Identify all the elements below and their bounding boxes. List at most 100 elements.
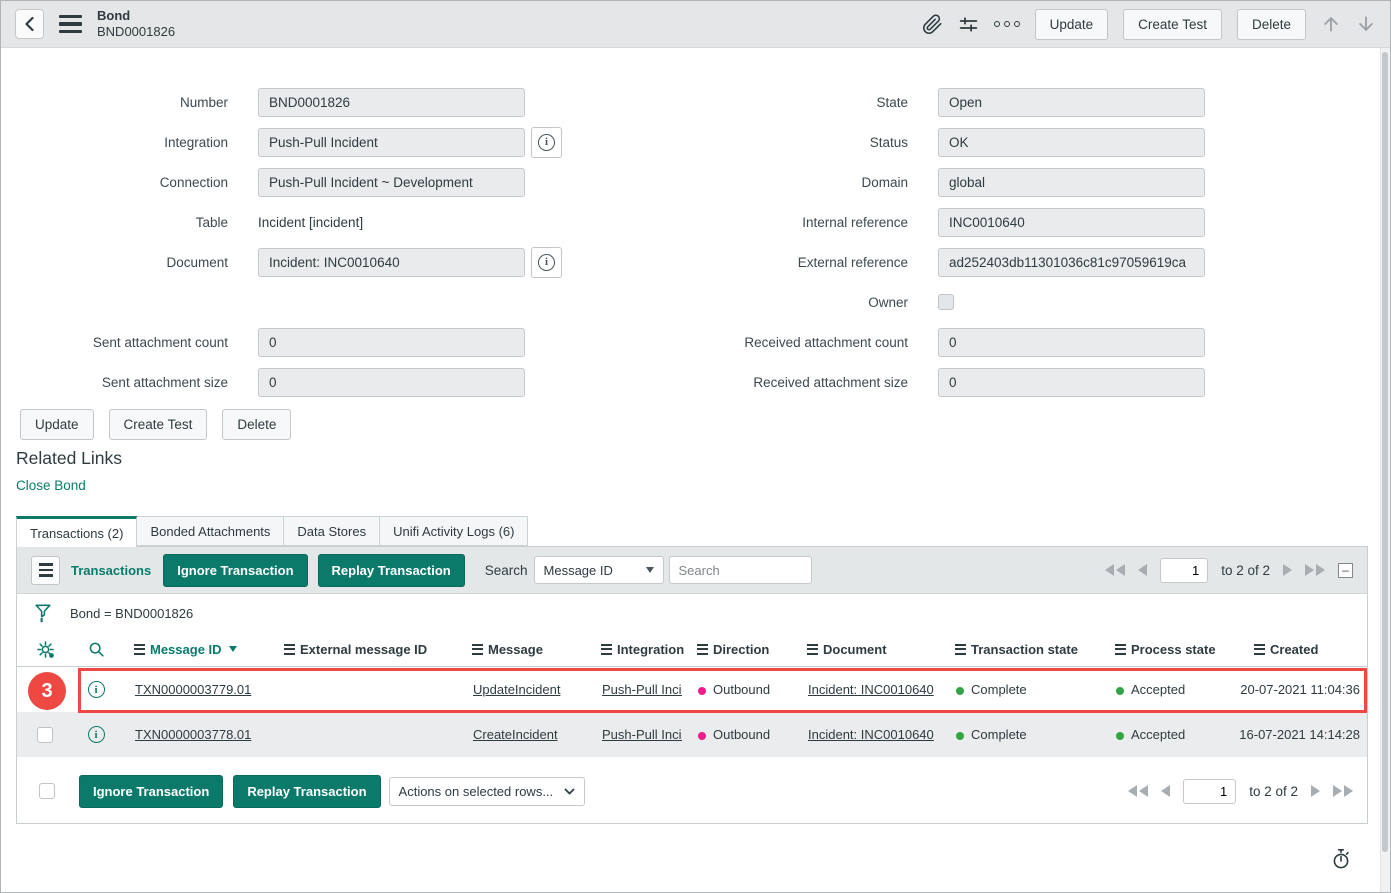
document-info-button[interactable]: i: [531, 246, 562, 278]
select-all-checkbox[interactable]: [39, 783, 55, 799]
ignore-transaction-button-bottom[interactable]: Ignore Transaction: [79, 774, 224, 808]
transactions-list: Transactions Ignore Transaction Replay T…: [16, 546, 1368, 824]
form-context-menu-icon[interactable]: [59, 14, 82, 34]
last-page-icon[interactable]: [1305, 564, 1325, 576]
column-header-transaction-state[interactable]: Transaction state: [940, 642, 1100, 657]
page-number-input[interactable]: [1183, 778, 1237, 804]
delete-button[interactable]: Delete: [1236, 8, 1306, 40]
received-attachment-size-field[interactable]: 0: [938, 367, 1205, 397]
column-label: Created: [1270, 641, 1319, 657]
row-checkbox[interactable]: [37, 726, 53, 743]
number-field[interactable]: BND0001826: [258, 87, 525, 117]
list-pagination-bottom: to 2 of 2: [1128, 778, 1353, 804]
transaction-state-indicator: [956, 731, 964, 740]
previous-page-icon[interactable]: [1161, 785, 1171, 797]
row-info-icon[interactable]: i: [87, 726, 105, 743]
more-options-icon[interactable]: [993, 21, 1020, 27]
personalize-list-gear-icon[interactable]: [17, 640, 73, 659]
integration-field[interactable]: Push-Pull Incident: [258, 127, 525, 157]
message-id-link[interactable]: TXN0000003779.01: [135, 682, 252, 697]
field-label: Table: [195, 214, 228, 230]
tab-transactions[interactable]: Transactions (2): [16, 516, 138, 547]
column-header-direction[interactable]: Direction: [682, 642, 792, 657]
owner-checkbox[interactable]: [938, 294, 954, 310]
column-search-icon[interactable]: [73, 640, 119, 659]
tab-bonded-attachments[interactable]: Bonded Attachments: [137, 516, 285, 546]
internal-reference-field[interactable]: INC0010640: [938, 207, 1205, 237]
state-field[interactable]: Open: [938, 87, 1205, 117]
integration-info-button[interactable]: i: [531, 126, 562, 158]
message-link[interactable]: UpdateIncident: [473, 682, 561, 697]
connection-field[interactable]: Push-Pull Incident ~ Development: [258, 167, 525, 197]
filter-breadcrumb[interactable]: Bond = BND0001826: [70, 605, 194, 621]
create-test-button[interactable]: Create Test: [1123, 8, 1222, 40]
sent-attachment-size-field[interactable]: 0: [258, 367, 525, 397]
previous-page-icon[interactable]: [1138, 564, 1148, 576]
ignore-transaction-button[interactable]: Ignore Transaction: [163, 553, 308, 587]
create-test-button-bottom[interactable]: Create Test: [108, 409, 208, 440]
tab-data-stores[interactable]: Data Stores: [284, 516, 381, 546]
first-page-icon[interactable]: [1128, 785, 1149, 797]
sent-attachment-count-field[interactable]: 0: [258, 327, 525, 357]
next-record-icon[interactable]: [1356, 14, 1376, 34]
last-page-icon[interactable]: [1333, 785, 1353, 797]
list-title: Transactions: [71, 562, 152, 578]
form-row: Received attachment count 0: [641, 322, 1205, 362]
column-header-process-state[interactable]: Process state: [1100, 642, 1239, 657]
column-menu-icon: [601, 643, 612, 655]
form-row: Domain global: [641, 162, 1205, 202]
delete-button-bottom[interactable]: Delete: [222, 409, 292, 440]
created-value: 20-07-2021 11:04:36: [1240, 682, 1360, 697]
next-page-icon[interactable]: [1311, 785, 1320, 797]
previous-record-icon[interactable]: [1321, 14, 1341, 34]
replay-transaction-button[interactable]: Replay Transaction: [317, 553, 465, 587]
list-pagination-top: to 2 of 2 –: [1105, 557, 1353, 583]
column-header-external-message-id[interactable]: External message ID: [269, 642, 457, 657]
domain-field[interactable]: global: [938, 167, 1205, 197]
search-input[interactable]: [668, 556, 812, 584]
list-context-menu-icon[interactable]: [31, 555, 60, 585]
info-icon: i: [538, 253, 555, 271]
replay-transaction-button-bottom[interactable]: Replay Transaction: [233, 774, 381, 808]
document-link[interactable]: Incident: INC0010640: [808, 727, 934, 742]
tab-unifi-activity-logs[interactable]: Unifi Activity Logs (6): [380, 516, 529, 546]
external-reference-field[interactable]: ad252403db11301036c81c97059619ca: [938, 247, 1205, 277]
page-number-input[interactable]: [1160, 557, 1209, 583]
attachment-icon[interactable]: [922, 13, 943, 35]
status-field[interactable]: OK: [938, 127, 1205, 157]
table-row: i TXN0000003778.01 CreateIncident Push-P…: [17, 712, 1367, 757]
next-page-icon[interactable]: [1283, 564, 1292, 576]
search-field-select[interactable]: Message ID: [533, 556, 664, 584]
actions-select-value: Actions on selected rows...: [398, 783, 554, 799]
field-label: External reference: [797, 254, 908, 270]
integration-link[interactable]: Push-Pull Incident: [602, 727, 682, 742]
message-id-link[interactable]: TXN0000003778.01: [135, 727, 252, 742]
column-header-document[interactable]: Document: [792, 642, 940, 657]
table-field-value: Incident [incident]: [258, 214, 364, 230]
column-header-integration[interactable]: Integration: [586, 642, 684, 657]
filter-funnel-icon[interactable]: [33, 602, 53, 625]
received-attachment-count-field[interactable]: 0: [938, 327, 1205, 357]
related-list-tabs: Transactions (2) Bonded Attachments Data…: [16, 516, 529, 547]
minimize-list-icon[interactable]: –: [1338, 562, 1353, 578]
first-page-icon[interactable]: [1105, 564, 1126, 576]
update-button[interactable]: Update: [1034, 8, 1109, 40]
update-button-bottom[interactable]: Update: [20, 409, 94, 440]
message-link[interactable]: CreateIncident: [473, 727, 558, 742]
document-field[interactable]: Incident: INC0010640: [258, 247, 525, 277]
record-title: Bond BND0001826: [97, 8, 175, 41]
column-header-message-id[interactable]: Message ID: [119, 642, 269, 657]
integration-link[interactable]: Push-Pull Incident: [602, 682, 682, 697]
column-header-created[interactable]: Created: [1239, 642, 1369, 657]
scrollbar-thumb[interactable]: [1382, 52, 1388, 852]
form-row: Integration Push-Pull Incident i: [1, 122, 562, 162]
column-header-message[interactable]: Message: [457, 642, 586, 657]
response-time-stopwatch-icon[interactable]: [1331, 848, 1351, 875]
personalize-form-icon[interactable]: [958, 14, 979, 35]
document-link[interactable]: Incident: INC0010640: [808, 682, 934, 697]
process-state-value: Accepted: [1131, 727, 1186, 742]
close-bond-link[interactable]: Close Bond: [16, 478, 86, 493]
row-info-icon[interactable]: i: [87, 681, 105, 698]
back-button[interactable]: [15, 9, 44, 39]
actions-on-selected-rows-select[interactable]: Actions on selected rows...: [388, 776, 585, 806]
